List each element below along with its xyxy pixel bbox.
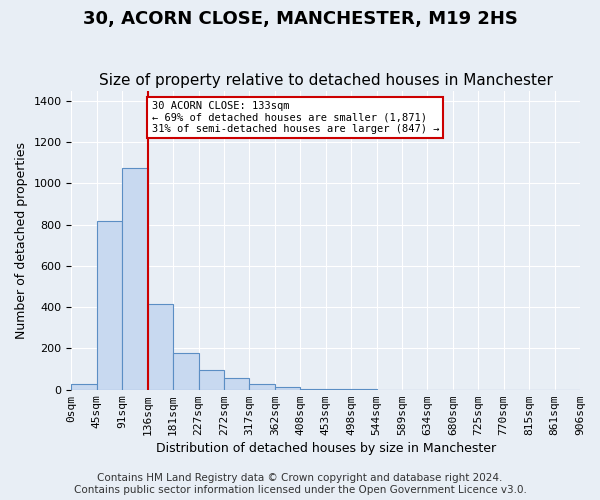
Bar [224, 378, 250, 390]
Bar [250, 384, 275, 390]
Title: Size of property relative to detached houses in Manchester: Size of property relative to detached ho… [99, 73, 553, 88]
Text: Contains HM Land Registry data © Crown copyright and database right 2024.
Contai: Contains HM Land Registry data © Crown c… [74, 474, 526, 495]
Bar [148, 304, 173, 390]
Bar [71, 384, 97, 390]
Bar [97, 220, 122, 390]
Y-axis label: Number of detached properties: Number of detached properties [15, 142, 28, 338]
X-axis label: Distribution of detached houses by size in Manchester: Distribution of detached houses by size … [155, 442, 496, 455]
Bar [199, 370, 224, 390]
Bar [173, 352, 199, 390]
Bar [300, 388, 326, 390]
Bar [122, 168, 148, 390]
Text: 30, ACORN CLOSE, MANCHESTER, M19 2HS: 30, ACORN CLOSE, MANCHESTER, M19 2HS [83, 10, 517, 28]
Text: 30 ACORN CLOSE: 133sqm
← 69% of detached houses are smaller (1,871)
31% of semi-: 30 ACORN CLOSE: 133sqm ← 69% of detached… [152, 101, 439, 134]
Bar [275, 386, 300, 390]
